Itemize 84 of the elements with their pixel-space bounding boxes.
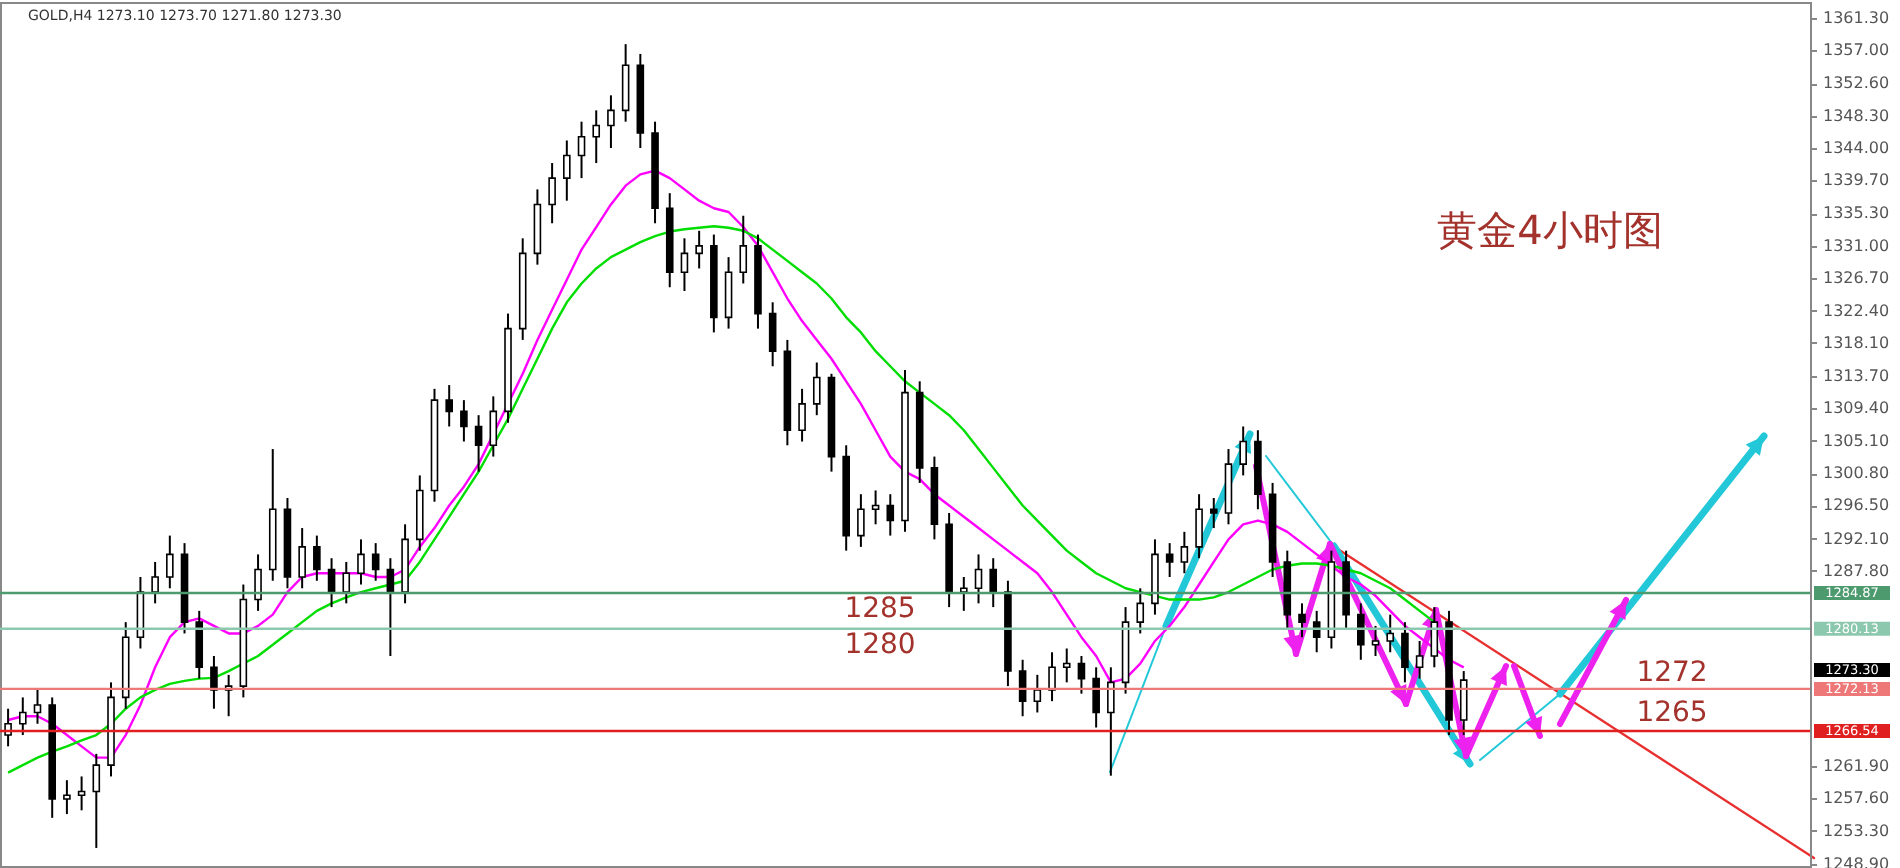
candlestick (680, 237, 689, 292)
annotation: 1265 (1636, 696, 1708, 729)
candlestick (254, 553, 262, 612)
candlestick (1092, 666, 1100, 729)
candlestick (1195, 493, 1203, 560)
candlestick (886, 493, 895, 537)
y-tick-label: 1313.70 (1823, 367, 1890, 386)
candlestick (18, 696, 27, 737)
candlestick (4, 707, 12, 748)
candlestick (33, 688, 42, 725)
candlestick (460, 399, 468, 443)
y-tick-label: 1300.80 (1823, 464, 1890, 483)
candlestick (724, 256, 733, 330)
candlestick (1415, 639, 1424, 680)
candlestick (445, 384, 453, 428)
candlestick (1048, 651, 1056, 703)
candlestick (577, 120, 586, 180)
candlestick (1180, 530, 1189, 575)
candlestick (960, 576, 968, 612)
y-tick-label: 1339.70 (1823, 171, 1890, 190)
annotation: 1280 (844, 628, 916, 661)
candlestick (857, 493, 865, 548)
y-tick-label: 1348.30 (1823, 106, 1890, 125)
candlestick (371, 542, 380, 582)
annotation: 1272 (1636, 656, 1708, 689)
candlestick (166, 534, 174, 590)
candlestick (1357, 602, 1365, 661)
y-tick-label: 1296.50 (1823, 496, 1890, 515)
y-tick-label: 1357.00 (1823, 41, 1890, 60)
candlestick (342, 560, 351, 605)
y-tick-label: 1361.30 (1823, 8, 1890, 27)
candlestick (1386, 613, 1395, 654)
candlestick (798, 387, 806, 443)
candlestick (151, 560, 159, 605)
candlestick (1298, 602, 1306, 639)
y-tick-label: 1292.10 (1823, 529, 1890, 548)
candlestick (695, 229, 703, 270)
y-tick-label: 1326.70 (1823, 269, 1890, 288)
candlestick (607, 94, 615, 150)
candlestick (63, 779, 71, 816)
candlestick (77, 775, 86, 812)
candlestick (563, 139, 571, 202)
candlestick (210, 655, 218, 710)
y-tick-label: 1335.30 (1823, 204, 1890, 223)
y-tick-label: 1352.60 (1823, 74, 1890, 93)
candlestick (1062, 647, 1071, 684)
candlestick (1136, 587, 1145, 635)
text: 黄金4小时图 (1437, 206, 1663, 254)
candlestick (1107, 666, 1115, 777)
candlestick (768, 301, 777, 368)
y-tick-label: 1305.10 (1823, 431, 1890, 450)
y-tick-label: 1344.00 (1823, 139, 1890, 158)
candlestick (313, 534, 321, 582)
y-tick-label: 1261.90 (1823, 756, 1890, 775)
candlestick (298, 527, 306, 590)
y-tick-label: 1287.80 (1823, 561, 1890, 580)
y-tick-label: 1248.90 (1823, 854, 1890, 868)
candlestick (621, 43, 630, 123)
candlestick (739, 214, 748, 285)
candlestick (1459, 670, 1468, 737)
candlestick (812, 361, 821, 417)
candlestick (474, 414, 483, 473)
candlestick (195, 609, 204, 680)
candlestick (989, 557, 998, 609)
y-tick-label: 1318.10 (1823, 333, 1890, 352)
y-tick-label: 1309.40 (1823, 399, 1890, 418)
y-tick-label: 1253.30 (1823, 821, 1890, 840)
candlestick (1077, 655, 1086, 695)
y-tick-label: 1331.00 (1823, 236, 1890, 255)
y-tick-label: 1257.60 (1823, 789, 1890, 808)
candlestick (1165, 542, 1174, 578)
candlestick (1401, 621, 1409, 684)
candlestick (871, 489, 880, 526)
candlestick (1371, 624, 1380, 658)
y-tick-label: 1322.40 (1823, 301, 1890, 320)
candlestick (92, 752, 101, 849)
candlestick (592, 109, 601, 165)
annotation: 1285 (844, 593, 916, 626)
candlestick (1209, 496, 1218, 530)
candlestick (357, 538, 365, 586)
candlestick (974, 553, 983, 605)
candlestick (548, 162, 556, 225)
candlestick (1239, 425, 1247, 477)
candlestick (489, 395, 498, 458)
